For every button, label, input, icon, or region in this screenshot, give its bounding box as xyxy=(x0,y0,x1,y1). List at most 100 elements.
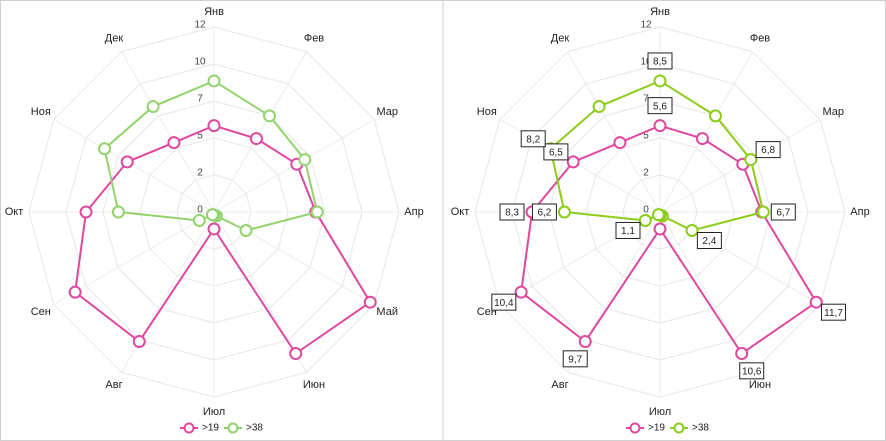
value-label-box xyxy=(821,303,847,321)
point xyxy=(205,208,219,222)
value-label: 2,4 xyxy=(696,232,722,249)
value-label-text: 10,4 xyxy=(494,298,514,309)
point xyxy=(613,136,627,150)
value-label-text: 6,7 xyxy=(776,208,790,219)
point xyxy=(289,347,303,361)
point xyxy=(207,119,221,133)
category-label: Дек xyxy=(551,33,570,45)
category-label: Июл xyxy=(649,406,671,418)
value-label-box xyxy=(531,203,557,221)
value-label-text: 10,6 xyxy=(742,366,762,377)
category-label: Сен xyxy=(31,306,51,318)
tick-label: 12 xyxy=(640,20,652,31)
value-label: 6,7 xyxy=(770,203,796,221)
value-label: 6,8 xyxy=(755,141,781,159)
tick-label: 0 xyxy=(643,205,649,216)
point xyxy=(263,109,276,123)
value-label-box xyxy=(499,203,525,221)
value-label-box xyxy=(520,130,546,148)
category-label: Май xyxy=(376,306,398,318)
point xyxy=(651,208,665,222)
point xyxy=(653,222,667,236)
point xyxy=(239,224,253,237)
tick-label: 5 xyxy=(197,131,203,142)
spoke xyxy=(121,211,215,373)
point xyxy=(167,136,181,150)
value-label-text: 6,8 xyxy=(761,145,775,156)
tick-label: 7 xyxy=(643,94,649,105)
tick-label: 7 xyxy=(197,94,203,105)
value-label: 10,4 xyxy=(491,293,517,311)
category-label: Янв xyxy=(204,6,224,18)
value-label-text: 6,5 xyxy=(549,148,563,159)
value-label: 10,6 xyxy=(739,362,765,380)
category-label: Фев xyxy=(304,33,324,45)
point xyxy=(207,74,221,88)
point xyxy=(79,205,93,219)
value-label: 8,5 xyxy=(647,52,673,70)
value-label-text: 8,5 xyxy=(653,57,667,68)
value-label-text: 6,2 xyxy=(537,208,551,219)
legend-marker xyxy=(227,422,239,434)
category-label: Апр xyxy=(850,206,869,218)
value-label: 8,2 xyxy=(520,130,546,148)
value-label-box xyxy=(562,350,588,368)
value-label-box xyxy=(755,141,781,159)
category-label: Авг xyxy=(551,379,568,391)
point xyxy=(756,205,770,219)
point xyxy=(557,205,571,219)
value-label-text: 9,7 xyxy=(568,354,582,365)
legend-marker xyxy=(183,422,195,434)
category-label: Июн xyxy=(303,379,325,391)
value-label-text: 8,3 xyxy=(505,208,519,219)
point xyxy=(249,132,263,146)
value-label-box xyxy=(543,143,569,161)
value-label: 1,1 xyxy=(615,221,641,239)
point xyxy=(695,132,709,146)
point xyxy=(146,100,160,114)
category-label: Мар xyxy=(822,106,844,118)
value-label-box xyxy=(739,362,765,380)
value-label: 8,3 xyxy=(499,203,525,221)
point xyxy=(638,213,652,227)
value-label-text: 2,4 xyxy=(702,236,716,247)
category-label: Окт xyxy=(451,206,470,218)
legend-item: >19 xyxy=(180,422,219,434)
value-label: 6,2 xyxy=(531,203,557,221)
value-label-box xyxy=(696,232,722,249)
legend-text: >19 xyxy=(202,423,219,434)
tick-label: 0 xyxy=(197,205,203,216)
tick-label: 5 xyxy=(643,131,649,142)
category-label: Дек xyxy=(105,33,124,45)
point xyxy=(566,155,580,169)
point xyxy=(735,347,749,361)
point xyxy=(192,213,206,227)
point xyxy=(744,153,758,167)
point xyxy=(310,205,324,219)
point xyxy=(653,119,667,133)
legend-text: >19 xyxy=(648,423,665,434)
value-label: 9,7 xyxy=(562,350,588,368)
tick-label: 10 xyxy=(640,57,652,68)
point xyxy=(592,100,606,114)
value-label: 11,7 xyxy=(821,303,847,321)
point xyxy=(685,224,699,237)
legend-text: >38 xyxy=(692,423,709,434)
spoke xyxy=(213,51,307,213)
point xyxy=(363,295,377,309)
tick-label: 2 xyxy=(643,168,649,179)
legend-item: >38 xyxy=(670,422,709,434)
value-label-box xyxy=(615,221,641,239)
category-label: Мар xyxy=(376,106,398,118)
category-label: Окт xyxy=(5,206,24,218)
value-label-text: 11,7 xyxy=(824,308,843,319)
point xyxy=(68,285,82,299)
category-label: Апр xyxy=(404,206,423,218)
point xyxy=(298,153,312,167)
value-label-text: 8,2 xyxy=(526,134,540,145)
value-label-text: 1,1 xyxy=(621,226,635,237)
legend-item: >38 xyxy=(224,422,263,434)
legend-text: >38 xyxy=(246,423,263,434)
point xyxy=(514,285,528,299)
